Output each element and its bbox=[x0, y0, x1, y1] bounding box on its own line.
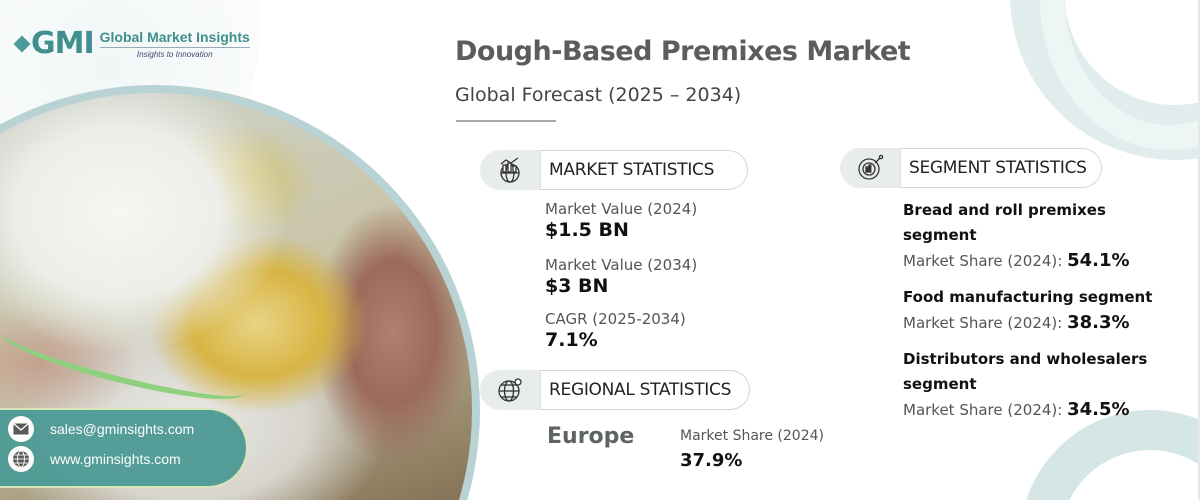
segment-name: Distributors and wholesalers bbox=[903, 350, 1148, 368]
market-value-2024: Market Value (2024) $1.5 BN bbox=[545, 200, 697, 241]
segment-share: Market Share (2024): 34.5% bbox=[903, 397, 1183, 423]
chart-globe-icon bbox=[480, 150, 540, 190]
segment-share: Market Share (2024): 38.3% bbox=[903, 310, 1183, 336]
regional-statistics-header: REGIONAL STATISTICS bbox=[480, 370, 750, 410]
segment-statistics-title: SEGMENT STATISTICS bbox=[900, 148, 1102, 188]
contact-website-row[interactable]: www.gminsights.com bbox=[8, 446, 181, 472]
segment-name: Food manufacturing segment bbox=[903, 288, 1153, 306]
segment-distributors-wholesalers: Distributors and wholesalers segment Mar… bbox=[903, 347, 1183, 423]
green-plate-rim bbox=[0, 313, 250, 413]
decorative-arc-bottom-right bbox=[1020, 410, 1200, 500]
brand-name: Global Market Insights bbox=[99, 29, 250, 48]
segment-share-value: 34.5% bbox=[1067, 399, 1130, 420]
decorative-arc-top-right-inner bbox=[1040, 0, 1200, 150]
gmi-logo[interactable]: GMI Global Market Insights Insights to I… bbox=[13, 26, 250, 61]
market-statistics-header: MARKET STATISTICS bbox=[480, 150, 748, 190]
logo-diamond-icon bbox=[13, 35, 31, 52]
contact-email-row[interactable]: sales@gminsights.com bbox=[8, 416, 194, 442]
stat-label: Market Value (2034) bbox=[545, 256, 698, 274]
segment-share-value: 54.1% bbox=[1067, 250, 1130, 271]
stat-value: 7.1% bbox=[545, 329, 598, 351]
segment-share-value: 38.3% bbox=[1067, 312, 1130, 333]
segment-name-cont: segment bbox=[903, 375, 977, 393]
stat-value: $1.5 BN bbox=[545, 219, 629, 241]
stat-label: CAGR (2025-2034) bbox=[545, 310, 686, 328]
pie-chart-target-icon bbox=[840, 148, 900, 188]
market-value-2034: Market Value (2034) $3 BN bbox=[545, 256, 697, 297]
envelope-icon bbox=[8, 416, 34, 442]
brand-tagline: Insights to Innovation bbox=[136, 49, 213, 59]
market-statistics-title: MARKET STATISTICS bbox=[540, 150, 748, 190]
region-name: Europe bbox=[547, 424, 635, 449]
region-share-label: Market Share (2024) bbox=[680, 428, 824, 444]
segment-share-label: Market Share (2024): bbox=[903, 314, 1063, 332]
globe-pin-icon bbox=[480, 370, 540, 410]
segment-name: Bread and roll premixes bbox=[903, 201, 1106, 219]
page-title: Dough-Based Premixes Market bbox=[455, 36, 911, 67]
logo-text: Global Market Insights Insights to Innov… bbox=[99, 29, 250, 59]
page-subtitle: Global Forecast (2025 – 2034) bbox=[455, 84, 742, 106]
globe-icon bbox=[8, 446, 34, 472]
contact-panel: sales@gminsights.com www.gminsights.com bbox=[0, 408, 248, 488]
segment-bread-roll: Bread and roll premixes segment Market S… bbox=[903, 198, 1183, 274]
segment-share: Market Share (2024): 54.1% bbox=[903, 248, 1183, 274]
regional-statistics-title: REGIONAL STATISTICS bbox=[540, 370, 750, 410]
segment-statistics-header: SEGMENT STATISTICS bbox=[840, 148, 1102, 188]
logo-mark-text: GMI bbox=[31, 26, 95, 61]
contact-website[interactable]: www.gminsights.com bbox=[50, 451, 181, 467]
segment-name-cont: segment bbox=[903, 226, 977, 244]
region-share-value: 37.9% bbox=[680, 450, 743, 471]
stat-value: $3 BN bbox=[545, 275, 609, 297]
frame-border bbox=[1198, 0, 1200, 500]
segment-share-label: Market Share (2024): bbox=[903, 401, 1063, 419]
contact-email[interactable]: sales@gminsights.com bbox=[50, 421, 195, 437]
stat-label: Market Value (2024) bbox=[545, 200, 698, 218]
segment-food-manufacturing: Food manufacturing segment Market Share … bbox=[903, 285, 1183, 336]
cagr-stat: CAGR (2025-2034) 7.1% bbox=[545, 310, 686, 351]
segment-share-label: Market Share (2024): bbox=[903, 252, 1063, 270]
logo-mark: GMI bbox=[13, 26, 95, 61]
title-divider bbox=[456, 120, 556, 122]
